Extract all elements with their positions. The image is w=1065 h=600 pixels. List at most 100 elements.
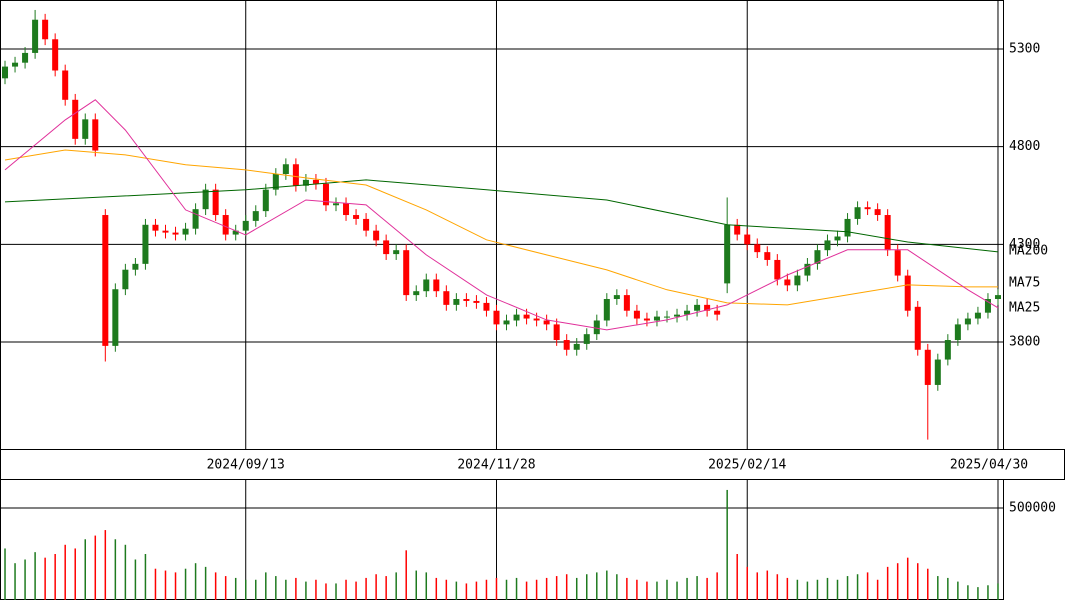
volume-tick-label: 500000 xyxy=(1009,500,1056,515)
candle-body xyxy=(563,340,570,350)
candle-body xyxy=(493,310,500,325)
candle-body xyxy=(232,230,239,235)
candle-body xyxy=(423,279,430,292)
candle-body xyxy=(764,252,771,260)
candle-body xyxy=(573,343,580,350)
candle-body xyxy=(102,215,109,346)
candle-body xyxy=(603,299,610,321)
candle-body xyxy=(934,359,941,385)
candle-body xyxy=(904,275,911,311)
candle-body xyxy=(643,318,650,321)
candle-body xyxy=(854,207,861,219)
candle-body xyxy=(403,250,410,296)
y-tick-label: 4300 xyxy=(1009,237,1040,252)
candle-body xyxy=(343,203,350,216)
volume-panel-frame xyxy=(0,479,1004,600)
candle-body xyxy=(383,240,390,255)
candle-body xyxy=(42,19,49,40)
candle-body xyxy=(633,310,640,319)
candle-body xyxy=(954,324,961,341)
candle-body xyxy=(212,189,219,216)
candle-body xyxy=(543,320,550,325)
candle-body xyxy=(2,66,9,79)
candle-body xyxy=(22,52,29,63)
candle-body xyxy=(282,164,289,175)
candle-body xyxy=(583,334,590,344)
candle-body xyxy=(914,306,921,350)
candle-body xyxy=(112,289,119,346)
candle-body xyxy=(724,224,731,284)
x-tick-label: 2024/11/28 xyxy=(457,458,535,473)
candle-body xyxy=(663,316,671,318)
candle-body xyxy=(684,310,691,315)
candle-body xyxy=(272,174,279,190)
ma-line xyxy=(4,149,998,306)
candle-body xyxy=(794,275,801,286)
candle-body xyxy=(834,236,841,241)
candle-body xyxy=(944,340,951,360)
candle-body xyxy=(483,302,490,311)
candle-body xyxy=(694,304,701,311)
candle-body xyxy=(192,209,199,229)
candle-body xyxy=(443,291,450,305)
candle-body xyxy=(463,299,470,301)
candle-body xyxy=(433,279,440,292)
candle-body xyxy=(533,318,540,321)
candle-body xyxy=(473,300,480,303)
candle-body xyxy=(704,304,711,311)
candle-body xyxy=(864,207,871,210)
candle-body xyxy=(302,179,309,186)
candle-body xyxy=(714,310,721,315)
candle-body xyxy=(553,324,560,341)
candle-body xyxy=(373,230,380,241)
ma-legend-label: MA200 xyxy=(1009,244,1048,259)
candle-body xyxy=(222,215,229,235)
candle-body xyxy=(142,224,149,264)
candle-body xyxy=(523,314,530,319)
x-tick-label: 2025/04/30 xyxy=(950,458,1028,473)
ma-legend-label: MA75 xyxy=(1009,276,1040,291)
price-panel-frame xyxy=(0,0,1004,450)
candle-body xyxy=(974,312,981,319)
candle-body xyxy=(994,295,1001,300)
candle-body xyxy=(172,232,179,235)
candle-body xyxy=(804,263,811,276)
candle-body xyxy=(132,263,139,270)
candle-body xyxy=(513,314,520,321)
candle-body xyxy=(322,183,329,206)
candle-body xyxy=(844,218,851,237)
ma-line xyxy=(4,179,999,253)
candle-body xyxy=(984,299,991,313)
candle-body xyxy=(964,318,971,325)
candle-body xyxy=(62,70,69,100)
candle-body xyxy=(884,215,891,251)
candle-body xyxy=(52,39,59,71)
candle-body xyxy=(774,259,781,280)
y-tick-label: 4800 xyxy=(1009,139,1040,154)
ma-line xyxy=(4,99,999,331)
candle-body xyxy=(754,244,761,253)
x-tick-label: 2025/02/14 xyxy=(708,458,786,473)
candle-body xyxy=(122,269,129,290)
candle-body xyxy=(182,228,189,235)
y-tick-label: 3800 xyxy=(1009,334,1040,349)
candle-body xyxy=(674,314,681,317)
candle-body xyxy=(262,189,269,212)
candle-body xyxy=(152,224,159,231)
candle-body xyxy=(744,234,751,245)
candle-body xyxy=(332,203,340,206)
candle-body xyxy=(814,250,821,264)
candle-body xyxy=(653,316,660,321)
candle-body xyxy=(202,189,209,210)
candle-body xyxy=(393,250,400,255)
candle-body xyxy=(242,220,249,231)
y-tick-label: 5300 xyxy=(1009,42,1040,57)
x-tick-label: 2024/09/13 xyxy=(207,458,285,473)
candle-body xyxy=(453,299,460,305)
candle-body xyxy=(12,62,19,67)
candle-body xyxy=(363,218,370,231)
candle-body xyxy=(32,19,39,53)
